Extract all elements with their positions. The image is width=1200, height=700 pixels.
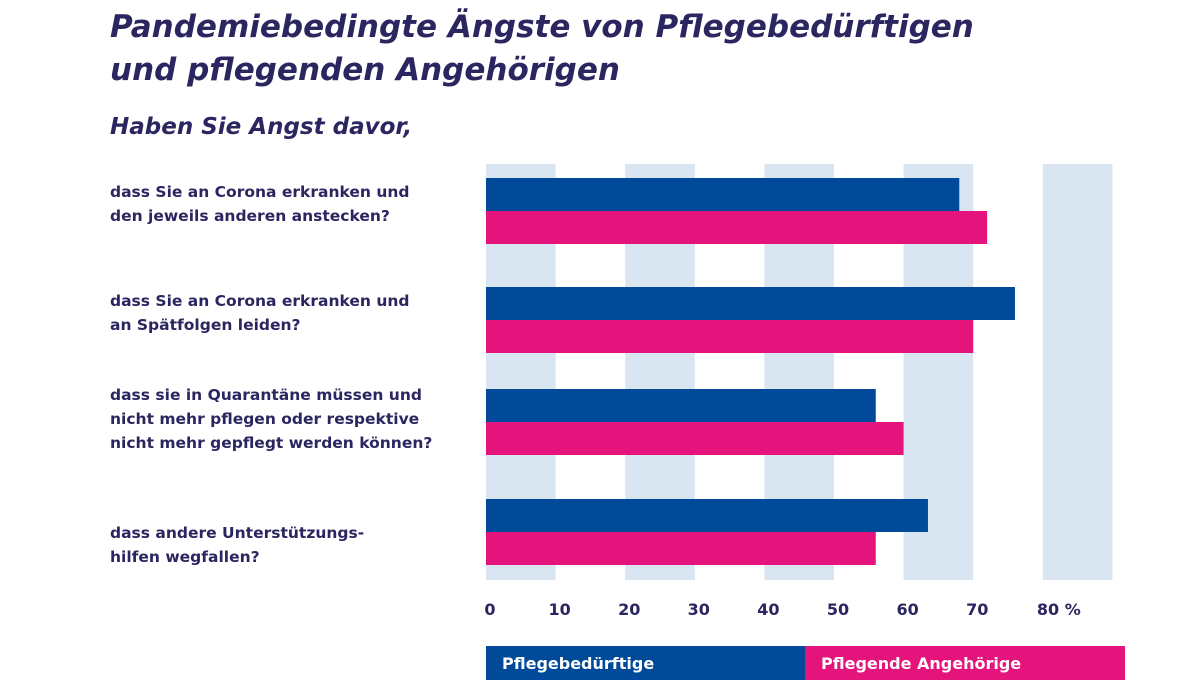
- legend: Pflegebedürftige Pflegende Angehörige: [486, 646, 1125, 680]
- x-tick-label: 0: [484, 600, 495, 619]
- chart-title: Pandemiebedingte Ängste von Pflegebedürf…: [110, 6, 1170, 92]
- x-tick-label: 30: [688, 600, 710, 619]
- category-label-line: dass Sie an Corona erkranken und: [110, 292, 410, 310]
- legend-item-pflegende-angehoerige: Pflegende Angehörige: [805, 646, 1125, 680]
- x-tick-label: 20: [618, 600, 640, 619]
- legend-label-pflegende-angehoerige: Pflegende Angehörige: [821, 653, 1022, 673]
- bar-pflegende-angehoerige-3: [486, 422, 904, 455]
- x-tick-label: 70: [966, 600, 988, 619]
- legend-label-pflegebeduerftige: Pflegebedürftige: [502, 653, 655, 673]
- legend-item-pflegebeduerftige: Pflegebedürftige: [486, 646, 805, 680]
- bar-pflegende-angehoerige-1: [486, 211, 988, 244]
- bar-pflegende-angehoerige-4: [486, 532, 876, 565]
- bar-pflegebeduerftige-4: [486, 499, 928, 532]
- x-tick-labels: 0 10 20 30 40 50 60 70 80 %: [484, 600, 1080, 619]
- category-label-line: an Spätfolgen leiden?: [110, 316, 301, 334]
- x-tick-label: 50: [827, 600, 849, 619]
- category-label-4: dass andere Unterstützungs-hilfen wegfal…: [110, 521, 470, 569]
- bar-chart: 0 10 20 30 40 50 60 70 80 %: [484, 164, 1113, 619]
- category-label-line: den jeweils anderen anstecken?: [110, 207, 390, 225]
- category-label-line: dass Sie an Corona erkranken und: [110, 183, 410, 201]
- x-tick-label: 40: [757, 600, 779, 619]
- category-label-line: nicht mehr gepflegt werden können?: [110, 434, 433, 452]
- category-label-line: hilfen wegfallen?: [110, 548, 260, 566]
- category-label-line: nicht mehr pflegen oder respektive: [110, 410, 420, 428]
- x-tick-label: 80 %: [1037, 600, 1081, 619]
- chart-subtitle: Haben Sie Angst davor,: [110, 114, 413, 140]
- chart-title-line-2: und pflegenden Angehörigen: [110, 52, 620, 88]
- category-label-3: dass sie in Quarantäne müssen und nicht m…: [110, 383, 470, 455]
- bar-pflegebeduerftige-1: [486, 178, 960, 211]
- chart-title-line-1: Pandemiebedingte Ängste von Pflegebedürf…: [110, 9, 974, 45]
- bar-pflegebeduerftige-2: [486, 287, 1015, 320]
- category-label-line: dass andere Unterstützungs-: [110, 524, 365, 542]
- category-label-2: dass Sie an Corona erkranken und an Spätf…: [110, 289, 470, 337]
- grid-band: [1042, 164, 1113, 580]
- category-label-line: dass sie in Quarantäne müssen und: [110, 386, 422, 404]
- bars: [486, 178, 1015, 565]
- bar-pflegende-angehoerige-2: [486, 320, 974, 353]
- category-label-1: dass Sie an Corona erkranken und den jewe…: [110, 180, 470, 228]
- x-tick-label: 10: [548, 600, 570, 619]
- x-tick-label: 60: [896, 600, 918, 619]
- bar-pflegebeduerftige-3: [486, 389, 876, 422]
